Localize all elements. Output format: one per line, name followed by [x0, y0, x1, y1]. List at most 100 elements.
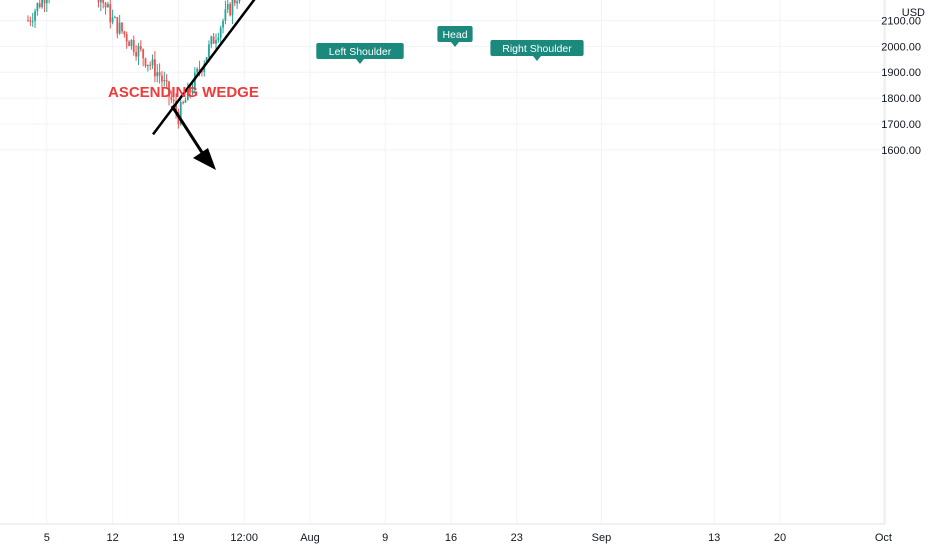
- wedge-lower-line: [152, 0, 256, 136]
- head-label-pointer: [451, 42, 459, 47]
- candle-body: [139, 46, 142, 50]
- candle-body: [172, 99, 175, 102]
- candle-body: [205, 57, 208, 64]
- candle-body: [151, 59, 154, 66]
- candle-body: [196, 68, 199, 73]
- candle-body: [201, 71, 203, 73]
- candle-body: [144, 58, 147, 67]
- time-tick-label: 9: [382, 532, 388, 544]
- candle-body: [123, 31, 126, 35]
- candle-body: [184, 100, 187, 103]
- head-label: Head: [437, 26, 473, 47]
- left-shoulder-label-text: Left Shoulder: [329, 46, 392, 58]
- candle-body: [130, 39, 133, 47]
- price-tick-label: 2000.00: [881, 41, 921, 53]
- price-axis: USD 1600.00 1700.00 1800.00 1900.00 2000.00 2…: [881, 0, 932, 550]
- price-tick-label: 1600.00: [881, 145, 921, 157]
- grid: [0, 0, 885, 524]
- candle-body: [198, 68, 201, 72]
- candle-body: [168, 81, 170, 97]
- candle-body: [27, 20, 29, 22]
- candle-body: [191, 90, 194, 93]
- price-tick-label: 2200.00: [881, 0, 921, 2]
- candle-body: [193, 72, 196, 91]
- price-tick-label: 2100.00: [881, 15, 921, 27]
- price-tick-label: 1700.00: [881, 119, 921, 131]
- candle-body: [170, 96, 173, 100]
- time-tick-label: 19: [172, 532, 184, 544]
- left-shoulder-label-pointer: [356, 59, 364, 64]
- candle-body: [236, 1, 239, 4]
- candle-body: [34, 11, 36, 21]
- candle-body: [111, 17, 114, 23]
- candle-body: [104, 3, 107, 8]
- time-tick-label: 20: [774, 532, 786, 544]
- candle-body: [154, 59, 156, 77]
- right-shoulder-label: Right Shoulder: [490, 40, 584, 61]
- right-shoulder-label-text: Right Shoulder: [502, 43, 572, 55]
- currency-label: USD: [902, 7, 925, 19]
- candle-body: [36, 3, 39, 12]
- candle-body: [208, 44, 210, 58]
- candle-body: [186, 87, 189, 101]
- left-shoulder-label-bg: [316, 43, 404, 59]
- candle-body: [212, 36, 215, 44]
- candle-body: [121, 22, 123, 32]
- candle-body: [31, 20, 34, 22]
- candle-body: [219, 27, 222, 38]
- candle-body: [45, 0, 48, 4]
- ascending-wedge-label: ASCENDING WEDGE: [108, 84, 259, 101]
- candlestick-series: [27, 0, 241, 129]
- time-tick-label: 16: [445, 532, 457, 544]
- candle-body: [156, 72, 159, 77]
- time-tick-label: 5: [44, 532, 50, 544]
- head-label-bg: [437, 26, 473, 42]
- candle-body: [97, 0, 100, 3]
- time-tick-label: 12:00: [230, 532, 258, 544]
- time-tick-label: Aug: [300, 532, 320, 544]
- candle-body: [135, 52, 137, 57]
- time-tick-label: 13: [708, 532, 720, 544]
- candle-body: [233, 0, 236, 4]
- candle-body: [142, 49, 145, 59]
- candle-body: [226, 3, 229, 10]
- right-shoulder-label-pointer: [533, 56, 541, 61]
- candle-body: [210, 36, 213, 45]
- candle-body: [116, 17, 119, 34]
- candle-body: [175, 101, 177, 113]
- candle-body: [217, 37, 220, 41]
- wedge-arrow: [170, 105, 216, 170]
- candle-body: [182, 102, 184, 104]
- candle-body: [222, 20, 224, 28]
- candle-body: [132, 39, 135, 53]
- candle-body: [107, 4, 109, 8]
- head-label-text: Head: [442, 29, 467, 41]
- candle-body: [38, 3, 41, 8]
- time-tick-label: 23: [511, 532, 523, 544]
- time-tick-label: 12: [106, 532, 118, 544]
- price-tick-label: 1800.00: [881, 93, 921, 105]
- ascending-wedge-lines: [152, 0, 256, 136]
- candle-body: [231, 0, 234, 16]
- candle-body: [43, 0, 46, 4]
- candle-body: [137, 46, 140, 57]
- candle-body: [99, 0, 102, 3]
- candle-body: [128, 41, 130, 47]
- candle-body: [238, 0, 241, 2]
- candle-body: [163, 79, 166, 82]
- candle-body: [179, 102, 182, 125]
- candle-body: [114, 17, 116, 19]
- candle-body: [149, 64, 152, 66]
- time-tick-label: Sep: [592, 532, 612, 544]
- left-shoulder-label: Left Shoulder: [316, 43, 404, 64]
- candle-body: [161, 75, 163, 82]
- candle-body: [29, 20, 32, 22]
- candle-body: [125, 34, 128, 42]
- right-shoulder-label-bg: [490, 40, 584, 56]
- candle-body: [158, 72, 161, 76]
- candle-body: [146, 64, 149, 67]
- candle-body: [189, 87, 192, 93]
- candle-body: [41, 0, 43, 8]
